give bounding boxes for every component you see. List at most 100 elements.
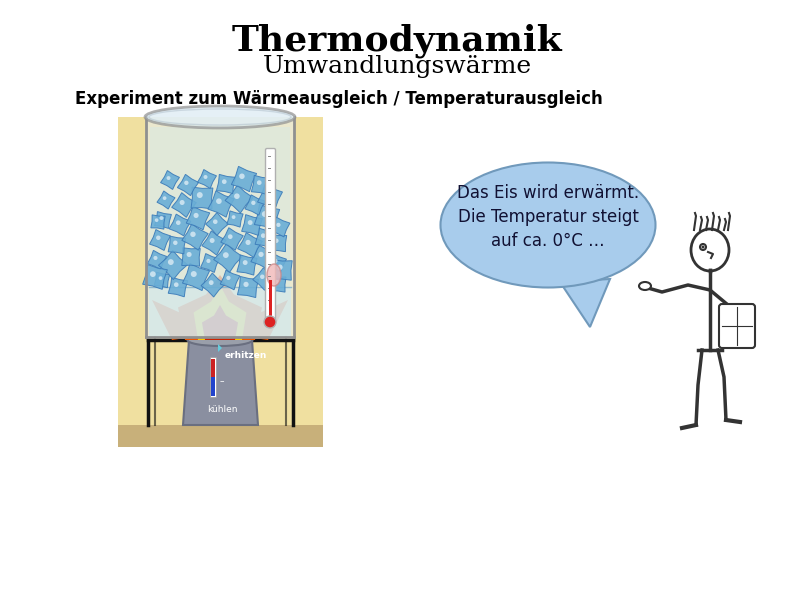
Polygon shape xyxy=(182,224,208,250)
FancyBboxPatch shape xyxy=(211,377,215,396)
Circle shape xyxy=(191,271,197,277)
Polygon shape xyxy=(168,236,186,254)
Text: Umwandlungswärme: Umwandlungswärme xyxy=(263,55,531,78)
Circle shape xyxy=(251,201,256,205)
Polygon shape xyxy=(201,273,225,297)
Polygon shape xyxy=(237,233,262,258)
Circle shape xyxy=(163,196,167,200)
Polygon shape xyxy=(218,344,222,352)
Circle shape xyxy=(234,193,240,199)
Polygon shape xyxy=(245,195,265,215)
Circle shape xyxy=(264,316,276,328)
Polygon shape xyxy=(151,215,165,229)
Circle shape xyxy=(245,240,251,245)
Circle shape xyxy=(213,220,218,224)
Circle shape xyxy=(262,211,268,217)
Polygon shape xyxy=(183,340,258,425)
FancyBboxPatch shape xyxy=(265,149,276,321)
Circle shape xyxy=(159,276,163,280)
Circle shape xyxy=(167,176,171,180)
Circle shape xyxy=(277,265,283,270)
Polygon shape xyxy=(220,270,240,290)
Polygon shape xyxy=(270,217,290,237)
Circle shape xyxy=(156,236,160,240)
Polygon shape xyxy=(177,174,198,196)
Polygon shape xyxy=(257,184,283,209)
Circle shape xyxy=(216,198,222,204)
Polygon shape xyxy=(252,268,276,290)
Circle shape xyxy=(248,220,252,225)
Polygon shape xyxy=(182,248,200,266)
Circle shape xyxy=(700,244,706,250)
Polygon shape xyxy=(225,185,253,213)
Polygon shape xyxy=(272,260,292,280)
Text: Das Eis wird erwärmt.
Die Temperatur steigt
auf ca. 0°C …: Das Eis wird erwärmt. Die Temperatur ste… xyxy=(457,184,639,249)
Polygon shape xyxy=(237,277,259,298)
Circle shape xyxy=(184,181,188,185)
Polygon shape xyxy=(208,191,234,217)
Polygon shape xyxy=(152,300,193,340)
Circle shape xyxy=(168,259,174,265)
Ellipse shape xyxy=(691,229,729,271)
Circle shape xyxy=(228,234,233,239)
Polygon shape xyxy=(154,273,170,288)
Polygon shape xyxy=(221,228,243,250)
Circle shape xyxy=(209,280,214,285)
Circle shape xyxy=(260,274,264,279)
Polygon shape xyxy=(159,250,187,280)
Circle shape xyxy=(197,192,202,198)
Text: Experiment zum Wärmeausgleich / Temperaturausgleich: Experiment zum Wärmeausgleich / Temperat… xyxy=(75,90,603,108)
Circle shape xyxy=(257,180,261,185)
Polygon shape xyxy=(227,211,243,227)
Circle shape xyxy=(210,238,214,243)
Polygon shape xyxy=(252,176,271,195)
Polygon shape xyxy=(155,212,172,228)
Circle shape xyxy=(243,260,248,265)
Circle shape xyxy=(160,216,164,220)
Circle shape xyxy=(187,252,191,257)
Ellipse shape xyxy=(267,264,281,286)
Polygon shape xyxy=(169,214,191,236)
Circle shape xyxy=(258,252,264,257)
Circle shape xyxy=(191,231,195,237)
Circle shape xyxy=(239,174,245,179)
Circle shape xyxy=(244,282,249,287)
Polygon shape xyxy=(168,277,188,297)
Ellipse shape xyxy=(639,282,651,290)
Circle shape xyxy=(150,271,156,277)
Polygon shape xyxy=(270,276,286,292)
Polygon shape xyxy=(241,215,262,236)
Text: Thermodynamik: Thermodynamik xyxy=(232,23,562,58)
Circle shape xyxy=(155,218,159,222)
Polygon shape xyxy=(269,234,287,252)
Circle shape xyxy=(173,240,178,245)
Text: erhitzen: erhitzen xyxy=(225,350,268,359)
Polygon shape xyxy=(150,127,290,287)
Polygon shape xyxy=(160,171,179,189)
Circle shape xyxy=(179,200,185,205)
Polygon shape xyxy=(247,300,288,340)
Polygon shape xyxy=(202,231,226,255)
Text: kühlen: kühlen xyxy=(206,406,237,415)
Polygon shape xyxy=(172,193,196,217)
Polygon shape xyxy=(217,174,236,193)
Polygon shape xyxy=(178,275,262,340)
Circle shape xyxy=(273,259,278,263)
Polygon shape xyxy=(254,204,279,230)
Circle shape xyxy=(223,252,229,258)
FancyBboxPatch shape xyxy=(269,280,272,320)
Ellipse shape xyxy=(149,109,291,125)
Circle shape xyxy=(232,215,236,219)
Circle shape xyxy=(265,192,271,197)
Polygon shape xyxy=(231,167,256,192)
Ellipse shape xyxy=(441,162,656,287)
Polygon shape xyxy=(148,250,167,270)
Circle shape xyxy=(222,179,226,184)
Polygon shape xyxy=(146,117,294,337)
Circle shape xyxy=(176,220,180,225)
Polygon shape xyxy=(149,287,291,337)
Polygon shape xyxy=(251,245,276,269)
Ellipse shape xyxy=(187,334,252,346)
Circle shape xyxy=(174,283,179,287)
Polygon shape xyxy=(560,279,610,327)
